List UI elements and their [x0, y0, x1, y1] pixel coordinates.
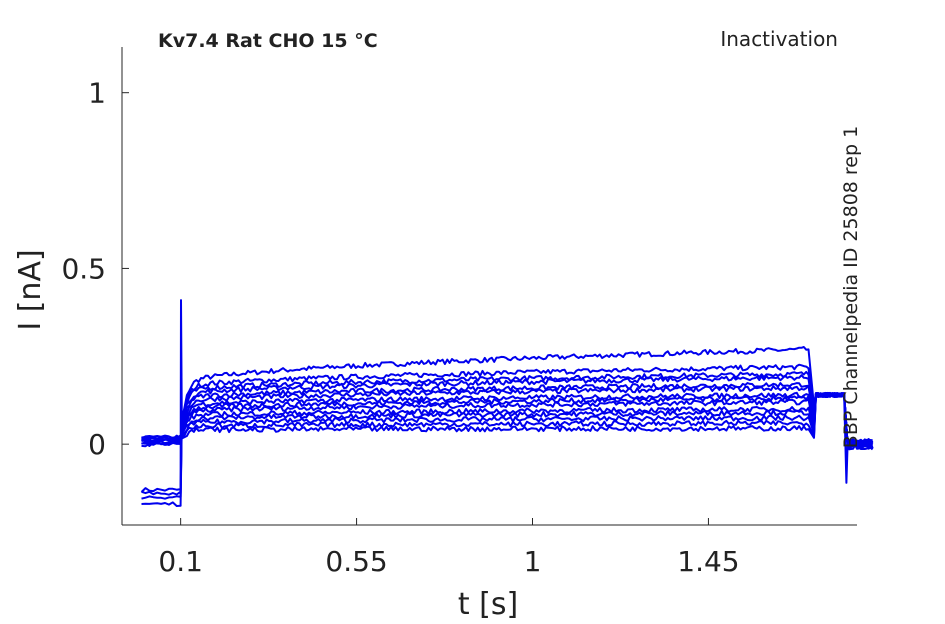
y-ticks: 00.51 — [61, 77, 129, 461]
x-ticks: 0.1 0.55 1 1.45 — [158, 518, 740, 578]
current-trace — [141, 384, 874, 451]
current-trace — [141, 363, 873, 496]
protocol-label: Inactivation — [720, 27, 838, 51]
current-trace — [141, 392, 874, 449]
current-trace — [140, 299, 873, 493]
y-tick-label: 0.5 — [61, 252, 106, 285]
x-axis-label: t [s] — [458, 587, 518, 622]
source-label: BBP Channelpedia ID 25808 rep 1 — [840, 126, 862, 448]
current-trace — [141, 392, 874, 450]
current-trace — [141, 382, 874, 450]
y-axis-label: I [nA] — [13, 249, 48, 330]
current-trace — [141, 391, 874, 451]
current-trace — [141, 370, 874, 500]
current-trace — [141, 392, 873, 448]
current-trace — [141, 392, 873, 449]
y-tick-label: 1 — [88, 77, 106, 110]
x-tick-label: 0.55 — [325, 545, 387, 578]
x-tick-label: 1.45 — [677, 545, 739, 578]
chart-title: Kv7.4 Rat CHO 15 °C — [158, 30, 378, 52]
current-trace — [141, 392, 874, 451]
traces — [140, 299, 874, 507]
current-trace — [141, 374, 874, 507]
x-tick-label: 1 — [524, 545, 542, 578]
x-tick-label: 0.1 — [158, 545, 203, 578]
y-tick-label: 0 — [88, 428, 106, 461]
current-trace — [141, 392, 874, 447]
